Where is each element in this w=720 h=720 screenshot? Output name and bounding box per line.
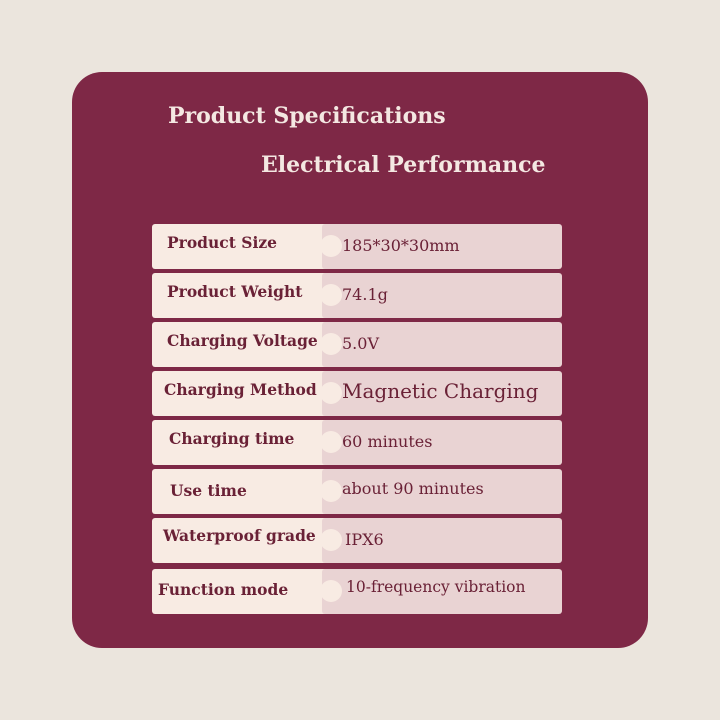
section-subtitle: Electrical Performance [261, 152, 546, 178]
spec-label-cell [152, 469, 332, 514]
spec-card: Product Specifications Electrical Perfor… [72, 72, 648, 648]
row-divider-notch [320, 580, 342, 602]
spec-label: Use time [170, 481, 247, 500]
spec-row-waterproof-grade: Waterproof grade IPX6 [152, 518, 562, 563]
spec-label: Product Weight [167, 282, 303, 301]
spec-label-cell [152, 420, 332, 465]
spec-label: Function mode [158, 580, 289, 599]
spec-value: 60 minutes [342, 432, 433, 451]
spec-row-charging-voltage: Charging Voltage 5.0V [152, 322, 562, 367]
row-divider-notch [320, 529, 342, 551]
spec-value-cell [322, 322, 562, 367]
spec-row-charging-method: Charging Method Magnetic Charging [152, 371, 562, 416]
row-divider-notch [320, 235, 342, 257]
row-divider-notch [320, 382, 342, 404]
spec-value-cell [322, 273, 562, 318]
spec-value-cell [322, 420, 562, 465]
spec-value-cell [322, 224, 562, 269]
spec-label: Charging time [169, 429, 295, 448]
spec-value-cell [322, 518, 562, 563]
spec-value-cell [322, 569, 562, 614]
spec-label-cell [152, 322, 332, 367]
row-divider-notch [320, 333, 342, 355]
spec-label: Waterproof grade [163, 526, 316, 545]
row-divider-notch [320, 480, 342, 502]
spec-row-function-mode: Function mode 10-frequency vibration [152, 569, 562, 614]
spec-value: 74.1g [342, 285, 388, 304]
spec-value: 10-frequency vibration [346, 578, 526, 596]
spec-label: Product Size [167, 233, 278, 252]
row-divider-notch [320, 431, 342, 453]
spec-value: about 90 minutes [342, 479, 484, 498]
spec-row-charging-time: Charging time 60 minutes [152, 420, 562, 465]
spec-value-cell [322, 469, 562, 514]
spec-row-product-size: Product Size 185*30*30mm [152, 224, 562, 269]
spec-value: IPX6 [345, 530, 384, 549]
spec-row-product-weight: Product Weight 74.1g [152, 273, 562, 318]
spec-label-cell [152, 569, 332, 614]
spec-label-cell [152, 371, 332, 416]
row-divider-notch [320, 284, 342, 306]
spec-label: Charging Voltage [167, 331, 318, 350]
spec-value: 5.0V [342, 334, 379, 353]
spec-label-cell [152, 518, 332, 563]
page-title: Product Specifications [168, 103, 446, 129]
spec-value: Magnetic Charging [342, 379, 539, 403]
spec-label-cell [152, 224, 332, 269]
spec-label-cell [152, 273, 332, 318]
spec-value: 185*30*30mm [342, 236, 460, 255]
spec-label: Charging Method [164, 380, 317, 399]
spec-value-cell [322, 371, 562, 416]
spec-row-use-time: Use time about 90 minutes [152, 469, 562, 514]
